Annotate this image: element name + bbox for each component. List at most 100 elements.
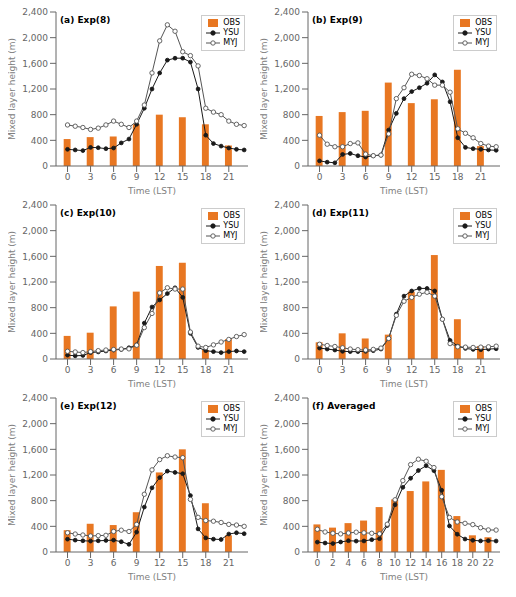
svg-text:0: 0	[317, 172, 323, 182]
svg-text:2,000: 2,000	[22, 419, 48, 429]
svg-text:1,600: 1,600	[274, 59, 300, 69]
svg-text:Time (LST): Time (LST)	[379, 186, 428, 196]
svg-text:0: 0	[65, 558, 71, 568]
svg-text:9: 9	[134, 172, 140, 182]
svg-text:Mixed layer height (m): Mixed layer height (m)	[260, 424, 269, 526]
svg-text:21: 21	[223, 558, 234, 568]
svg-text:8: 8	[377, 558, 383, 568]
svg-text:15: 15	[177, 172, 188, 182]
svg-text:Mixed layer height (m): Mixed layer height (m)	[260, 38, 269, 140]
svg-text:21: 21	[475, 172, 486, 182]
svg-text:2,400: 2,400	[274, 8, 300, 17]
svg-text:3: 3	[88, 365, 94, 375]
svg-text:800: 800	[31, 496, 48, 506]
svg-text:Time (LST): Time (LST)	[379, 379, 428, 389]
svg-text:9: 9	[134, 558, 140, 568]
svg-text:2,000: 2,000	[22, 33, 48, 43]
svg-text:0: 0	[65, 172, 71, 182]
svg-text:6: 6	[111, 365, 117, 375]
svg-text:6: 6	[111, 172, 117, 182]
svg-text:18: 18	[200, 558, 212, 568]
svg-text:Time (LST): Time (LST)	[379, 572, 428, 582]
svg-text:15: 15	[429, 172, 440, 182]
svg-text:Time (LST): Time (LST)	[127, 186, 176, 196]
svg-text:21: 21	[223, 172, 234, 182]
svg-text:1,200: 1,200	[274, 84, 300, 94]
svg-text:18: 18	[452, 365, 464, 375]
svg-text:1,200: 1,200	[274, 277, 300, 287]
svg-text:0: 0	[65, 365, 71, 375]
svg-text:2: 2	[330, 558, 336, 568]
svg-text:800: 800	[31, 110, 48, 120]
svg-text:16: 16	[436, 558, 448, 568]
svg-text:2,000: 2,000	[22, 226, 48, 236]
svg-text:1,600: 1,600	[274, 252, 300, 262]
svg-text:21: 21	[475, 365, 486, 375]
svg-text:800: 800	[283, 110, 300, 120]
svg-text:12: 12	[406, 365, 417, 375]
svg-text:20: 20	[467, 558, 479, 568]
svg-text:400: 400	[283, 522, 300, 532]
svg-text:15: 15	[177, 558, 188, 568]
svg-text:15: 15	[429, 365, 440, 375]
svg-text:1,600: 1,600	[22, 445, 48, 455]
svg-text:0: 0	[42, 547, 48, 557]
svg-text:18: 18	[452, 558, 464, 568]
svg-text:3: 3	[88, 172, 94, 182]
svg-text:400: 400	[283, 136, 300, 146]
svg-text:21: 21	[223, 365, 234, 375]
svg-text:Time (LST): Time (LST)	[127, 572, 176, 582]
svg-text:800: 800	[283, 496, 300, 506]
svg-text:9: 9	[134, 365, 140, 375]
svg-text:4: 4	[346, 558, 352, 568]
svg-text:2,400: 2,400	[22, 394, 48, 403]
svg-text:1,200: 1,200	[22, 84, 48, 94]
svg-text:0: 0	[294, 354, 300, 364]
svg-text:800: 800	[283, 303, 300, 313]
svg-text:0: 0	[294, 161, 300, 171]
svg-text:18: 18	[200, 172, 212, 182]
svg-text:12: 12	[406, 172, 417, 182]
svg-text:2,000: 2,000	[274, 226, 300, 236]
svg-text:Mixed layer height (m): Mixed layer height (m)	[8, 424, 17, 526]
svg-text:10: 10	[389, 558, 401, 568]
svg-text:Mixed layer height (m): Mixed layer height (m)	[260, 231, 269, 333]
svg-text:18: 18	[200, 365, 212, 375]
svg-text:0: 0	[317, 365, 323, 375]
svg-text:6: 6	[363, 365, 369, 375]
svg-text:12: 12	[154, 558, 165, 568]
svg-text:400: 400	[31, 136, 48, 146]
svg-text:0: 0	[294, 547, 300, 557]
svg-text:18: 18	[452, 172, 464, 182]
svg-text:3: 3	[88, 558, 94, 568]
svg-text:400: 400	[31, 329, 48, 339]
svg-text:1,600: 1,600	[22, 59, 48, 69]
svg-text:12: 12	[154, 172, 165, 182]
svg-text:0: 0	[42, 161, 48, 171]
svg-text:6: 6	[111, 558, 117, 568]
svg-text:6: 6	[361, 558, 367, 568]
svg-text:Mixed layer height (m): Mixed layer height (m)	[8, 231, 17, 333]
svg-text:0: 0	[42, 354, 48, 364]
svg-text:0: 0	[314, 558, 320, 568]
svg-text:Time (LST): Time (LST)	[127, 379, 176, 389]
svg-text:9: 9	[386, 365, 392, 375]
svg-text:3: 3	[340, 172, 346, 182]
svg-text:400: 400	[283, 329, 300, 339]
svg-text:12: 12	[405, 558, 416, 568]
svg-text:2,400: 2,400	[22, 201, 48, 210]
svg-text:3: 3	[340, 365, 346, 375]
svg-text:1,600: 1,600	[22, 252, 48, 262]
svg-text:800: 800	[31, 303, 48, 313]
svg-text:Mixed layer height (m): Mixed layer height (m)	[8, 38, 17, 140]
svg-text:2,000: 2,000	[274, 33, 300, 43]
svg-text:2,000: 2,000	[274, 419, 300, 429]
svg-text:9: 9	[386, 172, 392, 182]
svg-text:1,200: 1,200	[22, 277, 48, 287]
svg-text:400: 400	[31, 522, 48, 532]
svg-text:14: 14	[420, 558, 432, 568]
svg-text:2,400: 2,400	[22, 8, 48, 17]
svg-text:6: 6	[363, 172, 369, 182]
svg-text:2,400: 2,400	[274, 394, 300, 403]
svg-text:2,400: 2,400	[274, 201, 300, 210]
